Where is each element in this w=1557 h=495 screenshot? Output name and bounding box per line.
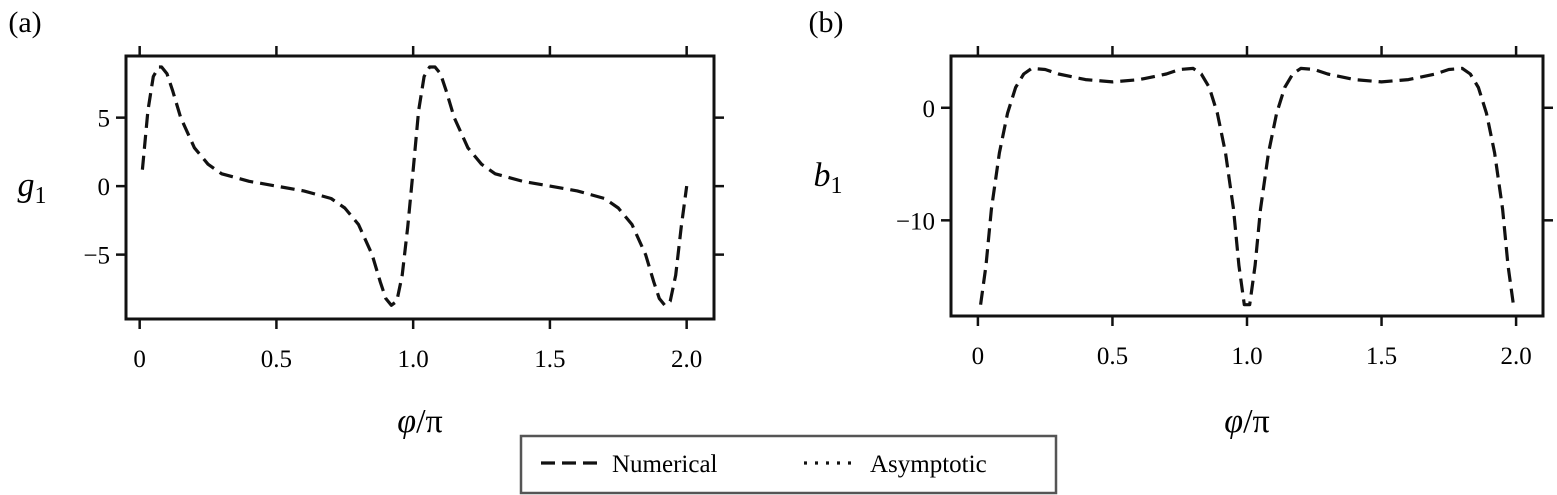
y-tick-label: 5 <box>98 106 111 133</box>
y-axis-label: g1 <box>18 167 47 209</box>
x-tick-label: 2.0 <box>671 346 702 373</box>
plot-frame <box>949 54 1545 318</box>
legend-label-numerical: Numerical <box>612 451 718 478</box>
x-tick-label: 1.0 <box>398 346 429 373</box>
y-tick-label: 0 <box>98 174 111 201</box>
panel-b: 0 0.5 1.0 1.5 2.0 0 −10 (b) b1 φ/π <box>809 6 1553 440</box>
y-tick-label: 0 <box>923 96 936 123</box>
x-axis-label: φ/π <box>1224 403 1269 440</box>
x-tick-label: 0.5 <box>261 346 292 373</box>
panel-label: (b) <box>809 6 844 39</box>
x-tick-label: 2.0 <box>1500 343 1531 370</box>
x-tick-label: 1.5 <box>1366 343 1397 370</box>
legend-box <box>519 434 1058 495</box>
plot-frame <box>124 54 716 321</box>
series-line-numerical <box>979 66 1515 307</box>
y-tick-label: −5 <box>83 243 110 270</box>
panel-a: 0 0.5 1.0 1.5 2.0 5 0 −5 (a) g1 φ/π <box>8 6 724 440</box>
legend: Numerical Asymptotic <box>519 434 1058 495</box>
x-tick-label: 0 <box>133 346 146 373</box>
series-line-numerical <box>140 65 689 307</box>
x-tick-label: 0.5 <box>1097 343 1128 370</box>
y-tick-label: −10 <box>896 208 935 235</box>
x-tick-label: 1.0 <box>1231 343 1262 370</box>
legend-label-asymptotic: Asymptotic <box>870 451 987 478</box>
panel-label: (a) <box>8 6 41 39</box>
x-axis-label: φ/π <box>397 403 442 440</box>
x-tick-label: 1.5 <box>534 346 565 373</box>
x-tick-label: 0 <box>972 343 985 370</box>
y-axis-label: b1 <box>814 157 843 199</box>
